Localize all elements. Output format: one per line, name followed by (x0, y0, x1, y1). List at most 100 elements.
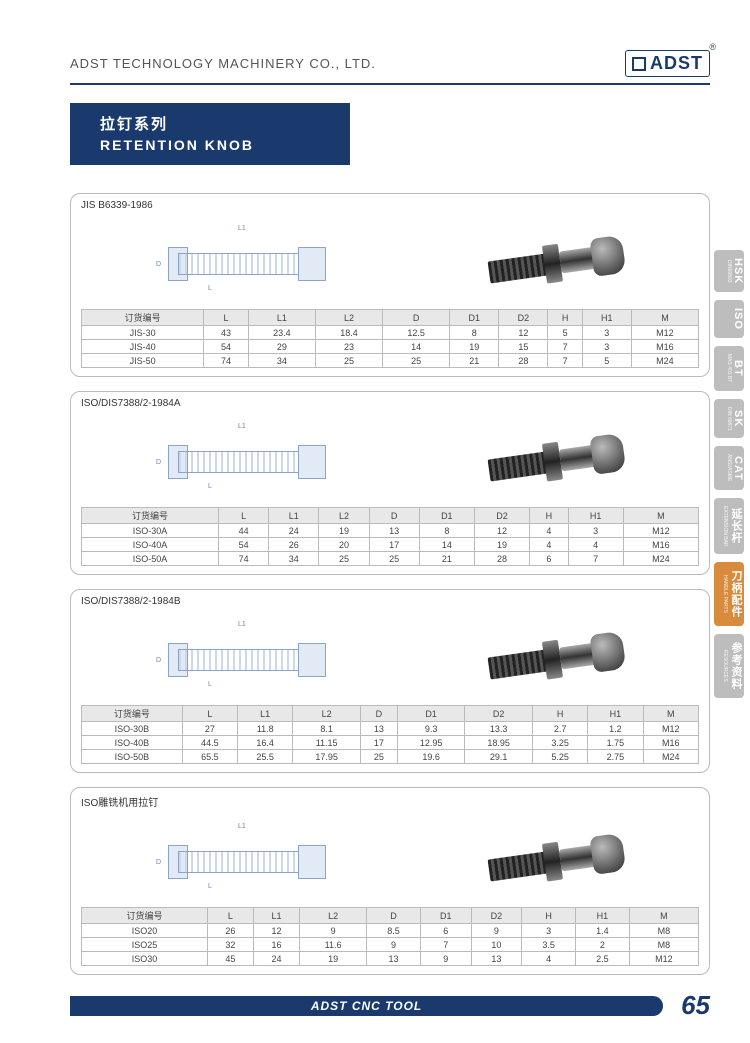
side-tab[interactable]: CATANSI/ASME (714, 446, 744, 489)
table-cell: 12 (253, 924, 299, 938)
logo-text: ADST (650, 53, 703, 74)
side-tabs: HSKDIN69893 ISO BTMAS 403 BT SKDIN 69871 CAT… (714, 250, 744, 698)
header-rule (70, 83, 710, 85)
side-tab-label: BT (732, 354, 744, 382)
table-header-cell: 订货编号 (82, 706, 183, 722)
table-cell: 4 (530, 538, 568, 552)
table-cell: 1.2 (588, 722, 643, 736)
table-row: ISO304524191391342.5M12 (82, 952, 699, 966)
table-cell: 65.5 (182, 750, 237, 764)
table-cell: 5 (582, 354, 631, 368)
table-cell: 7 (568, 552, 623, 566)
side-tab[interactable]: HSKDIN69893 (714, 250, 744, 292)
table-row: JIS-304323.418.412.581253M12 (82, 326, 699, 340)
technical-drawing: L1LD (148, 617, 348, 695)
table-cell: 14 (419, 538, 474, 552)
figure-row: L1LD (81, 813, 699, 903)
table-cell: M24 (631, 354, 698, 368)
table-cell: 6 (530, 552, 568, 566)
side-tab[interactable]: SKDIN 69871 (714, 399, 744, 439)
table-cell: ISO20 (82, 924, 208, 938)
table-cell: 11.15 (293, 736, 361, 750)
spec-section: ISO/DIS7388/2-1984BL1LD订货编号LL1L2DD1D2HH1… (70, 589, 710, 773)
table-cell: 44 (219, 524, 269, 538)
table-header-cell: L2 (315, 310, 382, 326)
table-header-cell: L2 (293, 706, 361, 722)
table-cell: 26 (269, 538, 319, 552)
table-cell: 44.5 (182, 736, 237, 750)
table-cell: ISO-30A (82, 524, 219, 538)
table-cell: ISO-50B (82, 750, 183, 764)
table-cell: 19 (300, 952, 367, 966)
table-cell: 2.7 (532, 722, 587, 736)
table-cell: 25 (315, 354, 382, 368)
table-header-cell: D2 (471, 908, 522, 924)
table-header-cell: L2 (300, 908, 367, 924)
side-tab-sublabel: HANDLE PARTS (722, 570, 728, 618)
table-cell: M12 (629, 952, 698, 966)
side-tab-sublabel: DIN69893 (726, 258, 732, 284)
table-cell: 17.95 (293, 750, 361, 764)
table-cell: 17 (369, 538, 419, 552)
table-cell: 24 (269, 524, 319, 538)
figure-row: L1LD (81, 413, 699, 503)
table-cell: 14 (383, 340, 450, 354)
table-cell: M8 (629, 924, 698, 938)
table-header-cell: 订货编号 (82, 310, 204, 326)
table-cell: 13 (360, 722, 397, 736)
table-cell: 27 (182, 722, 237, 736)
table-cell: ISO25 (82, 938, 208, 952)
table-cell: 32 (207, 938, 253, 952)
side-tab[interactable]: ISO (714, 300, 744, 338)
footer-bar: ADST CNC TOOL (70, 996, 663, 1016)
table-cell: 9 (420, 952, 471, 966)
table-cell: M12 (623, 524, 698, 538)
table-cell: M16 (631, 340, 698, 354)
table-header-cell: L1 (248, 310, 315, 326)
figure-row: L1LD (81, 215, 699, 305)
table-row: ISO-40B44.516.411.151712.9518.953.251.75… (82, 736, 699, 750)
table-cell: 12 (474, 524, 529, 538)
page-title-block: 拉钉系列 RETENTION KNOB (70, 103, 350, 165)
table-cell: 26 (207, 924, 253, 938)
side-tab-label: 刀柄配件 (728, 570, 744, 618)
table-cell: 7 (420, 938, 471, 952)
side-tab[interactable]: 刀柄配件HANDLE PARTS (714, 562, 744, 626)
table-cell: 2.5 (576, 952, 630, 966)
table-cell: ISO-40A (82, 538, 219, 552)
logo-square-icon (632, 57, 646, 71)
table-cell: M16 (623, 538, 698, 552)
company-name: ADST TECHNOLOGY MACHINERY CO., LTD. (70, 56, 376, 71)
table-header-cell: L2 (319, 508, 369, 524)
table-cell: 74 (219, 552, 269, 566)
table-cell: 7 (548, 340, 582, 354)
product-photo (479, 616, 636, 696)
table-cell: 19 (319, 524, 369, 538)
table-cell: 34 (269, 552, 319, 566)
side-tab-label: 延长杆 (728, 506, 744, 547)
table-cell: 3 (582, 326, 631, 340)
table-header-cell: D2 (474, 508, 529, 524)
side-tab-label: 参考资料 (728, 642, 744, 690)
table-row: ISO-40A54262017141944M16 (82, 538, 699, 552)
side-tab-sublabel: MAS 403 BT (726, 354, 732, 382)
table-header-cell: D1 (450, 310, 499, 326)
side-tab-label: SK (732, 407, 744, 431)
side-tab-label: HSK (732, 258, 744, 284)
side-tab[interactable]: 延长杆EXTENSION BAR (714, 498, 744, 555)
table-header-cell: M (643, 706, 698, 722)
side-tab[interactable]: BTMAS 403 BT (714, 346, 744, 390)
table-header-cell: 订货编号 (82, 508, 219, 524)
spec-section: JIS B6339-1986L1LD订货编号LL1L2DD1D2HH1MJIS-… (70, 193, 710, 377)
table-cell: 25 (383, 354, 450, 368)
side-tab-label: ISO (732, 308, 744, 330)
table-cell: ISO30 (82, 952, 208, 966)
table-row: JIS-5074342525212875M24 (82, 354, 699, 368)
table-row: ISO-50A74342525212867M24 (82, 552, 699, 566)
table-header-cell: D2 (499, 310, 548, 326)
table-header-cell: M (623, 508, 698, 524)
table-header-cell: D (383, 310, 450, 326)
side-tab[interactable]: 参考资料RESOURCES (714, 634, 744, 698)
registered-mark: ® (709, 42, 716, 52)
table-cell: 20 (319, 538, 369, 552)
